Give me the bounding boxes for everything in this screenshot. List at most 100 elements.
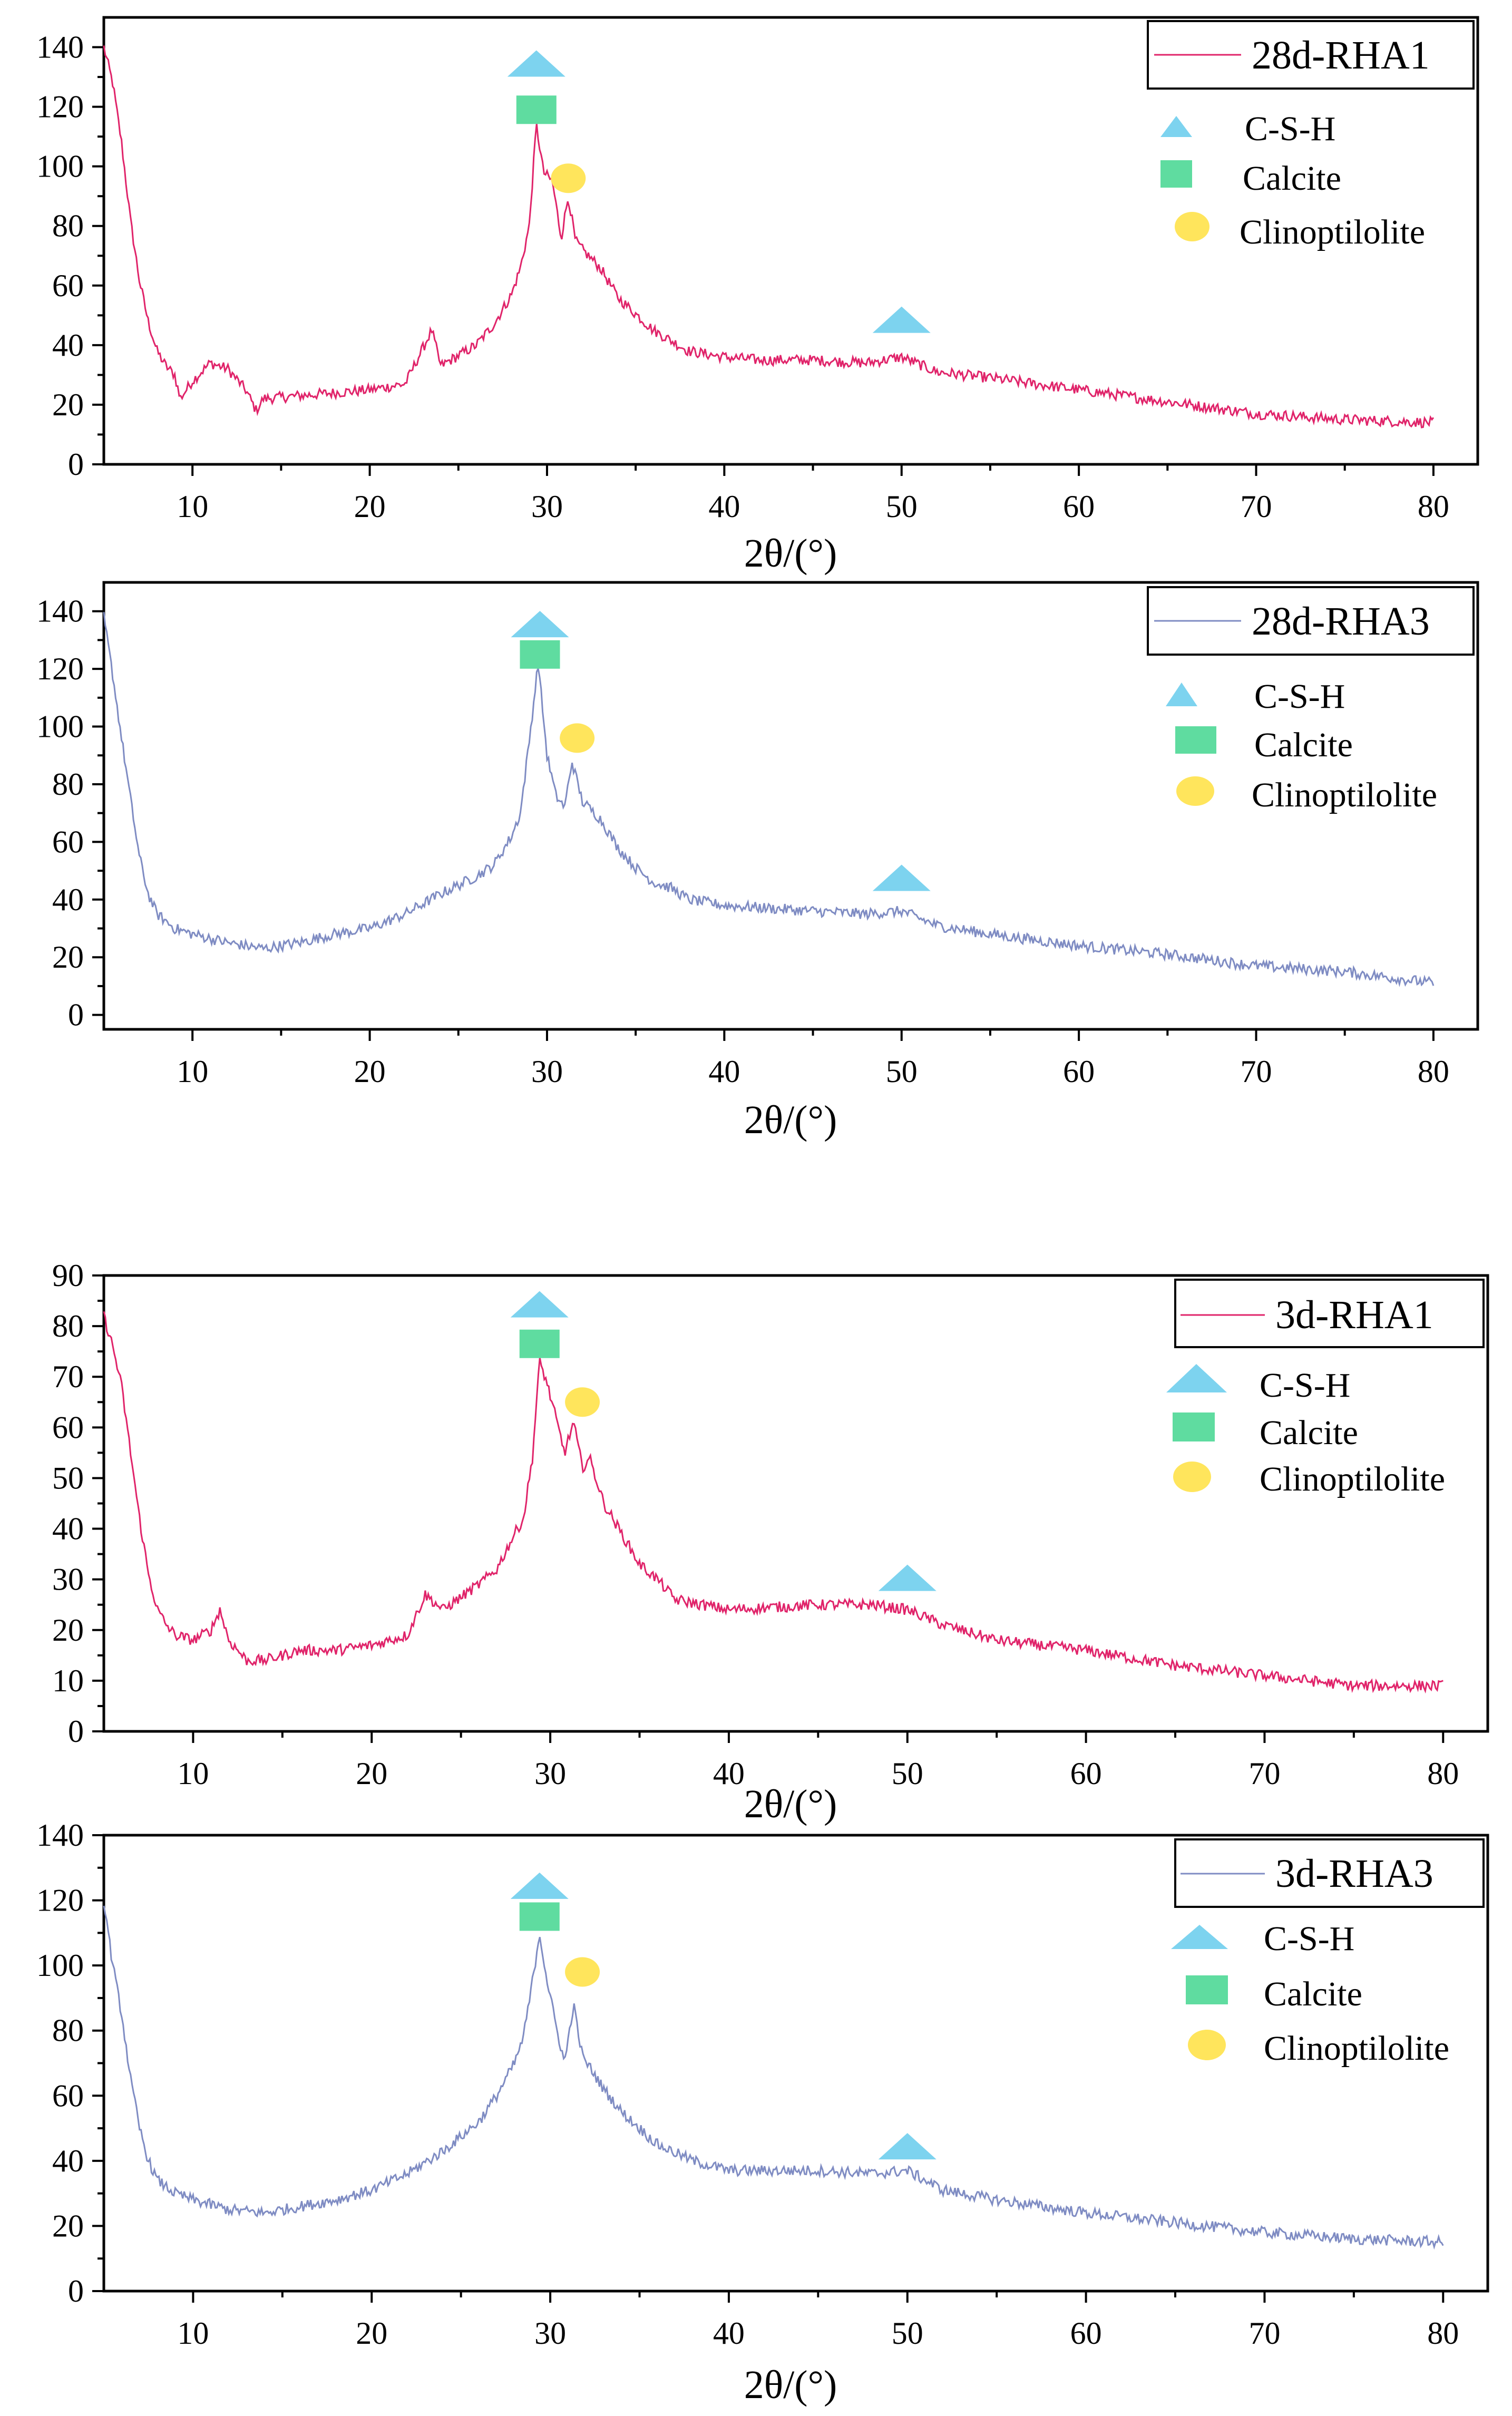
panel-3d-rha1: 10 20 30 40 50 60 70 80 0 10 20 30 40 50 60 70 80 90 2θ/… [52,1258,1489,1826]
legend: 28d-RHA3 [1147,586,1475,656]
x-tick-label: 10 [177,489,208,524]
x-tick-label: 20 [356,1756,387,1791]
x-tick-label: 60 [1070,2316,1102,2351]
legend: 3d-RHA1 [1174,1279,1485,1348]
y-tick-label: 0 [68,2274,84,2308]
calcite-peak-marker [519,1902,560,1931]
x-axis: 10 20 30 40 50 60 70 80 [177,1731,1459,1791]
clinoptilolite-legend-marker [1188,2030,1226,2060]
y-tick-label: 140 [36,594,84,629]
x-tick-label: 40 [708,489,740,524]
y-tick-label: 60 [52,2078,84,2113]
panel-28d-rha3: 10 20 30 40 50 60 70 80 0 20 40 60 80 100 120 140 2θ/(… [36,581,1479,1142]
csh-legend-label: C-S-H [1260,1366,1350,1405]
clinoptilolite-peak-marker [560,723,595,753]
clinoptilolite-peak-marker [565,1957,600,1987]
clinoptilolite-legend-marker [1176,776,1214,806]
x-axis-label: 2θ/(°) [744,1098,837,1142]
clinoptilolite-legend-marker [1173,1462,1211,1492]
y-tick-label: 140 [36,1818,84,1853]
y-axis: 0 20 40 60 80 100 120 140 [36,1818,104,2308]
csh-peak-marker [510,1872,569,1899]
y-tick-label: 90 [52,1258,84,1293]
x-tick-label: 20 [354,1054,386,1089]
y-tick-label: 80 [52,209,84,243]
x-axis: 10 20 30 40 50 60 70 80 [177,1029,1449,1089]
clinoptilolite-legend-label: Clinoptilolite [1260,1460,1445,1498]
plot-frame [102,16,1479,466]
panel-28d-rha1: 10 20 30 40 50 60 70 80 0 20 40 60 80 100 120 140 2θ/(… [36,16,1479,576]
x-tick-label: 10 [177,1756,209,1791]
y-tick-label: 80 [52,1309,84,1343]
calcite-peak-marker [519,1329,560,1358]
y-tick-label: 10 [52,1663,84,1698]
x-tick-label: 30 [531,489,563,524]
phase-markers [507,50,931,333]
calcite-peak-marker [516,95,557,124]
x-tick-label: 60 [1063,1054,1095,1089]
y-axis: 0 20 40 60 80 100 120 140 [36,594,104,1032]
series-line-3d-rha1 [103,1311,1443,1694]
y-tick-label: 0 [68,447,84,482]
x-tick-label: 40 [708,1054,740,1089]
x-tick-label: 30 [531,1054,563,1089]
calcite-peak-marker [520,640,560,669]
x-tick-label: 70 [1248,1756,1280,1791]
csh-peak-marker [511,611,569,638]
y-tick-label: 40 [52,1512,84,1546]
x-axis-label: 2θ/(°) [744,531,837,576]
x-tick-label: 70 [1241,489,1272,524]
x-tick-label: 80 [1418,489,1449,524]
csh-legend-marker [1160,116,1192,137]
y-tick-label: 70 [52,1359,84,1394]
y-tick-label: 50 [52,1460,84,1495]
y-tick-label: 0 [68,998,84,1032]
legend-label: 28d-RHA3 [1252,599,1430,644]
y-tick-label: 40 [52,2144,84,2178]
calcite-legend-label: Calcite [1260,1414,1358,1452]
x-tick-label: 10 [177,2316,209,2351]
x-tick-label: 80 [1418,1054,1449,1089]
clinoptilolite-legend-label: Clinoptilolite [1252,776,1437,814]
calcite-legend-label: Calcite [1254,726,1353,764]
calcite-legend-marker [1173,1412,1215,1441]
csh-peak-marker [872,864,931,891]
y-tick-label: 120 [36,651,84,686]
y-tick-label: 100 [36,709,84,744]
legend-label: 3d-RHA1 [1275,1293,1433,1337]
y-tick-label: 120 [36,90,84,124]
y-tick-label: 0 [68,1714,84,1749]
x-tick-label: 10 [177,1054,208,1089]
x-tick-label: 70 [1241,1054,1272,1089]
x-tick-label: 20 [356,2316,387,2351]
series-line-28d-rha1 [103,45,1435,428]
y-tick-label: 30 [52,1562,84,1597]
csh-peak-marker [507,50,565,77]
csh-peak-marker [510,1291,569,1318]
clinoptilolite-peak-marker [565,1387,600,1417]
y-tick-label: 20 [52,940,84,975]
x-axis-label: 2θ/(°) [744,2363,837,2407]
x-tick-label: 20 [354,489,386,524]
clinoptilolite-legend-label: Clinoptilolite [1240,213,1425,251]
csh-legend-label: C-S-H [1254,677,1345,716]
legend-label: 28d-RHA1 [1252,33,1430,77]
y-tick-label: 80 [52,767,84,802]
x-tick-label: 30 [534,2316,566,2351]
x-tick-label: 80 [1427,1756,1459,1791]
y-tick-label: 120 [36,1883,84,1918]
x-tick-label: 30 [534,1756,566,1791]
csh-legend-marker [1166,1364,1227,1392]
csh-legend-label: C-S-H [1264,1920,1354,1958]
panel-3d-rha3: 10 20 30 40 50 60 70 80 0 20 40 60 80 100 120 140 2θ/(… [36,1818,1489,2407]
y-tick-label: 60 [52,268,84,303]
phase-markers [510,1872,937,2160]
x-tick-label: 50 [886,489,918,524]
y-axis: 0 10 20 30 40 50 60 70 80 90 [52,1258,104,1749]
x-tick-label: 50 [892,1756,923,1791]
plot-frame [102,581,1479,1031]
marker-legend: C-S-H Calcite Clinoptilolite [1160,110,1425,251]
legend: 28d-RHA1 [1147,20,1475,90]
legend-label: 3d-RHA3 [1275,1852,1433,1896]
